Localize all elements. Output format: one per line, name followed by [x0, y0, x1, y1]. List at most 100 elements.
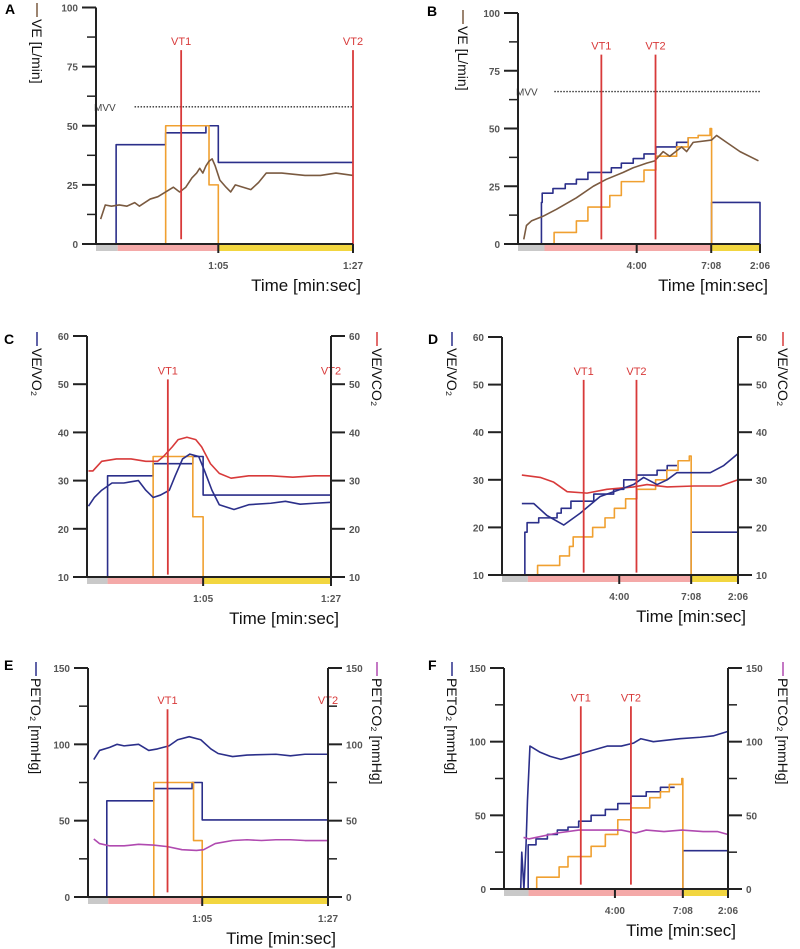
phase-bar-segment [711, 245, 760, 251]
panel-f: F VT1 VT2 0 50 100 150 0 50 100 150 4:00 7:08 2:06 Tim… [428, 657, 791, 940]
series-line-brown [522, 134, 759, 240]
x-axis-title: Time [min:sec] [226, 929, 336, 948]
phase-bar-segment [202, 898, 328, 904]
mvv-label: MVV [516, 88, 538, 99]
y-tick-label: 40 [473, 428, 485, 439]
series-line-brown [99, 158, 354, 220]
series-line-blue [87, 453, 332, 511]
y-tick-label: 150 [469, 664, 486, 675]
panel-a: A MVV VT1 VT2 0 25 50 75 100 1:05 1:27 Time [min:se… [5, 1, 363, 295]
panel-letter: B [427, 3, 437, 19]
y2-tick-label: 20 [349, 525, 361, 536]
phase-bar-segment [107, 578, 204, 584]
y-tick-label: 0 [64, 893, 70, 904]
series-step-orange [535, 777, 684, 889]
x-tick-label: 7:08 [673, 906, 693, 917]
x-tick-label: 2:06 [728, 592, 748, 603]
y2-tick-label: 100 [746, 738, 763, 749]
threshold-label: VT2 [626, 366, 646, 378]
threshold-label: VT1 [171, 36, 191, 48]
series-line-red [521, 474, 739, 494]
y2-tick-label: 10 [349, 573, 361, 584]
y-tick-label: 75 [489, 67, 501, 78]
phase-bar-segment [527, 576, 692, 582]
panel-b: B MVV VT1 VT2 0 25 50 75 100 4:00 7:08 2:06 Time [mi… [427, 3, 770, 295]
y-tick-label: 60 [473, 333, 485, 344]
y2-tick-label: 0 [346, 893, 352, 904]
panel-d: D VT1 VT2 10 20 30 40 50 60 10 20 30 40 50 60 4:00 7:08 2… [428, 331, 791, 626]
threshold-label: VT2 [343, 36, 363, 48]
series-line-blue [93, 735, 328, 761]
series-step-blue [105, 781, 328, 897]
y2-axis-title: PETCO₂ [mmHg] [369, 678, 385, 785]
threshold-label: VT1 [571, 692, 591, 704]
series-step-blue [527, 786, 675, 889]
y-tick-label: 50 [67, 122, 79, 133]
x-tick-label: 2:06 [718, 906, 738, 917]
y2-tick-label: 60 [756, 333, 768, 344]
phase-bar-segment [682, 890, 728, 896]
y2-axis-title: VE/VCO₂ [775, 348, 791, 406]
y-tick-label: 0 [72, 240, 78, 251]
y-tick-label: 0 [480, 885, 486, 896]
y-axis-title: VE [L/min] [455, 26, 471, 91]
phase-bar-segment [544, 245, 712, 251]
phase-bar-segment [96, 245, 118, 251]
threshold-label: VT1 [591, 41, 611, 53]
y2-tick-label: 20 [756, 523, 768, 534]
panel-letter: E [4, 657, 13, 673]
x-tick-label: 7:08 [681, 592, 701, 603]
y-tick-label: 40 [58, 428, 70, 439]
series-step-orange [536, 455, 692, 575]
panel-letter: D [428, 331, 438, 347]
x-axis-title: Time [min:sec] [229, 609, 339, 628]
panel-letter: F [428, 657, 437, 673]
threshold-label: VT2 [645, 41, 665, 53]
y2-tick-label: 50 [346, 817, 358, 828]
y-tick-label: 75 [67, 63, 79, 74]
series-line-blue [519, 730, 729, 890]
series-step-blue [682, 849, 729, 889]
y-tick-label: 100 [469, 738, 486, 749]
y2-axis-title: VE/VCO₂ [369, 348, 385, 406]
series-line-red [88, 436, 331, 479]
y2-tick-label: 10 [756, 571, 768, 582]
y-tick-label: 30 [473, 476, 485, 487]
threshold-label: VT1 [157, 695, 177, 707]
y-axis-title: VE/VO₂ [29, 348, 45, 396]
series-line-magenta [93, 838, 328, 852]
y2-tick-label: 150 [746, 664, 763, 675]
y2-tick-label: 30 [349, 477, 361, 488]
x-axis-title: Time [min:sec] [658, 276, 768, 295]
series-step-blue [710, 201, 761, 244]
phase-bar-segment [528, 890, 683, 896]
y-axis-title: PETO₂ [mmHg] [444, 678, 460, 774]
y2-tick-label: 0 [746, 885, 752, 896]
y-tick-label: 0 [494, 240, 500, 251]
phase-bar-segment [87, 578, 108, 584]
x-tick-label: 4:00 [605, 906, 625, 917]
phase-bar-segment [502, 576, 528, 582]
y2-tick-label: 50 [756, 381, 768, 392]
x-tick-label: 7:08 [701, 261, 721, 272]
x-tick-label: 1:05 [208, 261, 228, 272]
series-line-magenta [523, 829, 729, 840]
y2-tick-label: 40 [756, 428, 768, 439]
y-tick-label: 50 [59, 817, 71, 828]
y-tick-label: 20 [473, 523, 485, 534]
series-line-blue [521, 453, 739, 526]
y-tick-label: 10 [473, 571, 485, 582]
y-tick-label: 20 [58, 525, 70, 536]
panel-c: CVT1VT21020304050601020304050601:051:27T… [4, 331, 385, 628]
series-step-blue [115, 124, 353, 244]
series-step-blue [540, 136, 699, 244]
y-tick-label: 30 [58, 477, 70, 488]
phase-bar-segment [108, 898, 203, 904]
series-step-orange [152, 455, 204, 577]
y-tick-label: 100 [53, 740, 70, 751]
series-step-orange [152, 781, 204, 897]
y-tick-label: 50 [475, 811, 487, 822]
